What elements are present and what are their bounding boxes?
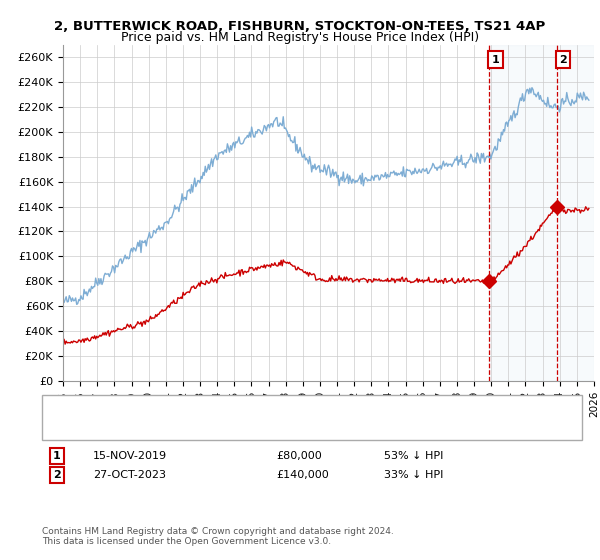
Text: 15-NOV-2019: 15-NOV-2019 (93, 451, 167, 461)
Text: 1: 1 (53, 451, 61, 461)
Text: 2, BUTTERWICK ROAD, FISHBURN, STOCKTON-ON-TEES, TS21 4AP: 2, BUTTERWICK ROAD, FISHBURN, STOCKTON-O… (55, 20, 545, 32)
Text: 2: 2 (559, 55, 567, 65)
Text: 33% ↓ HPI: 33% ↓ HPI (384, 470, 443, 480)
Text: £140,000: £140,000 (276, 470, 329, 480)
Text: 2, BUTTERWICK ROAD, FISHBURN, STOCKTON-ON-TEES, TS21 4AP (detached house): 2, BUTTERWICK ROAD, FISHBURN, STOCKTON-O… (87, 401, 524, 411)
Bar (557, 45, 594, 381)
Text: HPI: Average price, detached house, County Durham: HPI: Average price, detached house, Coun… (87, 419, 362, 430)
Text: 27-OCT-2023: 27-OCT-2023 (93, 470, 166, 480)
Text: £80,000: £80,000 (276, 451, 322, 461)
Text: 53% ↓ HPI: 53% ↓ HPI (384, 451, 443, 461)
Text: Contains HM Land Registry data © Crown copyright and database right 2024.
This d: Contains HM Land Registry data © Crown c… (42, 526, 394, 546)
Bar (489, 45, 594, 381)
Text: 2: 2 (53, 470, 61, 480)
Text: Price paid vs. HM Land Registry's House Price Index (HPI): Price paid vs. HM Land Registry's House … (121, 31, 479, 44)
Text: 1: 1 (492, 55, 499, 65)
